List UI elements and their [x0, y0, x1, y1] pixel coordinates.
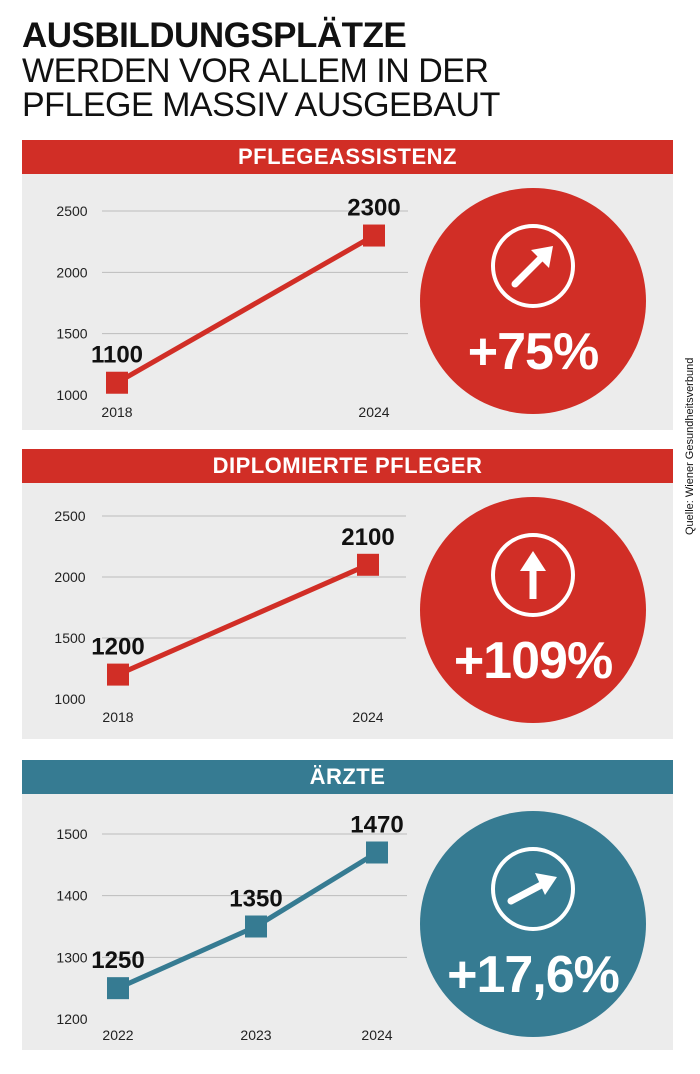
change-percent: +17,6%: [447, 946, 620, 1004]
title-block: AUSBILDUNGSPLÄTZE WERDEN VOR ALLEM IN DE…: [22, 16, 662, 124]
data-label: 1100: [91, 342, 143, 369]
x-tick-label: 2018: [102, 709, 133, 725]
page-title: AUSBILDUNGSPLÄTZE: [22, 16, 407, 55]
x-tick-label: 2024: [358, 404, 389, 420]
y-tick-label: 2000: [56, 264, 87, 280]
series-line: [116, 562, 370, 677]
page-subtitle-line-2: PFLEGE MASSIV AUSGEBAUT: [22, 86, 500, 124]
data-label: 1200: [91, 634, 144, 661]
data-point-marker: [107, 663, 129, 686]
diagonal-arrow-icon: [507, 873, 557, 905]
y-tick-label: 1500: [56, 326, 87, 342]
data-label: 2300: [347, 195, 400, 222]
x-tick-label: 2022: [102, 1027, 133, 1043]
source-note: Quelle: Wiener Gesundheitsverbund: [684, 357, 696, 535]
chart-panel: 1500 1400 1300 1200 2022 2023 2024 1250 1350 1470…: [22, 794, 673, 1050]
data-label: 2100: [341, 524, 394, 551]
x-tick-label: 2018: [101, 404, 132, 420]
data-label: 1250: [91, 947, 144, 974]
section-header: PFLEGEASSISTENZ: [22, 140, 673, 174]
section-header: DIPLOMIERTE PFLEGER: [22, 449, 673, 483]
y-tick-label: 2500: [56, 203, 87, 219]
change-percent: +75%: [467, 323, 599, 381]
section-diplomierte-pfleger: DIPLOMIERTE PFLEGER 2500 2000 1500 1000 2018…: [22, 449, 673, 739]
change-badge: +109%: [420, 497, 646, 723]
line-chart-aerzte: 1500 1400 1300 1200 2022 2023 2024 1250 1350 1470: [56, 812, 407, 1043]
x-tick-label: 2023: [240, 1027, 271, 1043]
data-point-marker: [363, 224, 385, 247]
series-line: [115, 233, 376, 385]
data-point-marker: [245, 915, 267, 938]
chart-panel: 2500 2000 1500 1000 2018 2024 1100 2300 +75%: [22, 174, 673, 430]
page-subtitle-line-1: WERDEN VOR ALLEM IN DER: [22, 52, 489, 90]
y-tick-label: 1000: [56, 387, 87, 403]
ring: [491, 533, 575, 617]
data-point-marker: [366, 841, 388, 864]
y-tick-label: 1500: [54, 630, 85, 646]
data-point-marker: [106, 371, 128, 394]
change-percent: +109%: [453, 632, 613, 690]
y-tick-label: 1200: [56, 1011, 87, 1027]
data-point-marker: [107, 977, 129, 1000]
data-point-marker: [357, 553, 379, 576]
chart-panel: 2500 2000 1500 1000 2018 2024 1200 2100 +109%: [22, 483, 673, 739]
change-badge: +17,6%: [420, 811, 646, 1037]
diagonal-arrow-icon: [511, 246, 553, 288]
x-tick-label: 2024: [352, 709, 383, 725]
y-tick-label: 1000: [54, 691, 85, 707]
line-chart-diplomierte-pfleger: 2500 2000 1500 1000 2018 2024 1200 2100: [54, 508, 406, 725]
y-tick-label: 1400: [56, 888, 87, 904]
data-label: 1350: [229, 886, 282, 913]
line-chart-pflegeassistenz: 2500 2000 1500 1000 2018 2024 1100 2300: [56, 195, 408, 420]
up-arrow-icon: [520, 551, 546, 599]
y-tick-label: 2000: [54, 569, 85, 585]
ring: [491, 224, 575, 308]
ring: [491, 847, 575, 931]
section-header: ÄRZTE: [22, 760, 673, 794]
data-label: 1470: [350, 812, 403, 839]
change-badge: +75%: [420, 188, 646, 414]
y-tick-label: 1500: [56, 826, 87, 842]
section-aerzte: ÄRZTE 1500 1400 1300 1200 2022 2023 2024 1250 13…: [22, 760, 673, 1050]
section-pflegeassistenz: PFLEGEASSISTENZ 2500 2000 1500 1000 2018 2024…: [22, 140, 673, 430]
y-tick-label: 1300: [56, 949, 87, 965]
x-tick-label: 2024: [361, 1027, 392, 1043]
y-tick-label: 2500: [54, 508, 85, 524]
